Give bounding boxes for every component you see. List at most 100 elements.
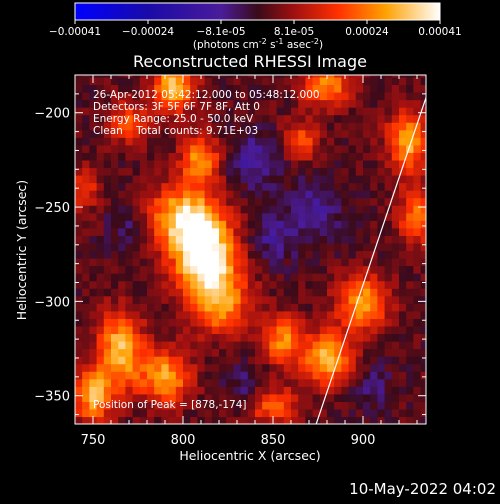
heatmap-cell bbox=[82, 235, 90, 244]
heatmap-cell bbox=[226, 250, 234, 259]
heatmap-cell bbox=[190, 91, 198, 101]
heatmap-cell bbox=[406, 325, 414, 335]
heatmap-cell bbox=[168, 408, 177, 418]
heatmap-cell bbox=[118, 371, 126, 380]
heatmap-cell bbox=[139, 356, 148, 365]
heatmap-cell bbox=[255, 325, 263, 335]
heatmap-cell bbox=[96, 378, 105, 387]
heatmap-cell bbox=[255, 310, 263, 319]
heatmap-cell bbox=[247, 174, 256, 184]
heatmap-cell bbox=[204, 107, 213, 116]
heatmap-cell bbox=[161, 235, 170, 244]
heatmap-cell bbox=[161, 371, 170, 380]
heatmap-cell bbox=[240, 76, 249, 86]
heatmap-cell bbox=[298, 363, 306, 372]
heatmap-cell bbox=[204, 76, 213, 86]
heatmap-cell bbox=[132, 152, 141, 161]
heatmap-cell bbox=[327, 310, 335, 319]
heatmap-cell bbox=[147, 114, 155, 123]
heatmap-cell bbox=[132, 356, 141, 365]
heatmap-cell bbox=[183, 220, 191, 229]
heatmap-cell bbox=[111, 265, 119, 274]
heatmap-cell bbox=[132, 257, 141, 267]
heatmap-cell bbox=[75, 265, 83, 274]
heatmap-cell bbox=[183, 174, 191, 184]
heatmap-cell bbox=[82, 84, 90, 93]
heatmap-cell bbox=[355, 242, 364, 252]
heatmap-cell bbox=[118, 91, 126, 101]
heatmap-cell bbox=[255, 416, 263, 424]
heatmap-cell bbox=[283, 333, 292, 342]
heatmap-cell bbox=[211, 393, 220, 402]
heatmap-cell bbox=[147, 152, 155, 161]
heatmap-cell bbox=[103, 348, 112, 357]
x-axis-label: Heliocentric X (arcsec) bbox=[179, 448, 320, 463]
heatmap-cell bbox=[341, 363, 350, 372]
heatmap-cell bbox=[125, 280, 134, 289]
heatmap-cell bbox=[154, 75, 162, 78]
heatmap-cell bbox=[334, 280, 342, 289]
heatmap-cell bbox=[147, 356, 155, 365]
heatmap-cell bbox=[334, 190, 342, 199]
heatmap-cell bbox=[175, 325, 184, 335]
heatmap-cell bbox=[363, 235, 371, 244]
heatmap-cell bbox=[96, 129, 105, 138]
heatmap-cell bbox=[125, 76, 134, 86]
heatmap-cell bbox=[89, 288, 98, 297]
heatmap-cell bbox=[147, 371, 155, 380]
heatmap-cell bbox=[413, 144, 422, 153]
heatmap-cell bbox=[211, 75, 220, 78]
heatmap-cell bbox=[175, 91, 184, 101]
heatmap-cell bbox=[154, 280, 162, 289]
heatmap-cell bbox=[255, 363, 263, 372]
heatmap-cell bbox=[334, 250, 342, 259]
heatmap-cell bbox=[413, 371, 422, 380]
heatmap-cell bbox=[139, 378, 148, 387]
heatmap-cell bbox=[111, 408, 119, 418]
heatmap-cell bbox=[370, 242, 378, 252]
heatmap-cell bbox=[226, 212, 234, 221]
heatmap-cell bbox=[197, 235, 206, 244]
heatmap-cell bbox=[276, 235, 285, 244]
heatmap-cell bbox=[226, 310, 234, 319]
heatmap-cell bbox=[341, 393, 350, 402]
x-axis-ticks: 750 800 850 900 bbox=[74, 75, 418, 448]
heatmap-cell bbox=[226, 167, 234, 176]
heatmap-cell bbox=[190, 167, 198, 176]
heatmap-cell bbox=[391, 371, 400, 380]
heatmap-cell bbox=[226, 356, 234, 365]
heatmap-cell bbox=[219, 393, 227, 402]
heatmap-cell bbox=[154, 318, 162, 327]
heatmap-cell bbox=[348, 76, 357, 86]
heatmap-cell bbox=[240, 212, 249, 221]
heatmap-cell bbox=[291, 356, 299, 365]
heatmap-cell bbox=[111, 295, 119, 304]
heatmap-cell bbox=[327, 295, 335, 304]
heatmap-cell bbox=[82, 333, 90, 342]
heatmap-cell bbox=[75, 310, 83, 319]
heatmap-cell bbox=[118, 325, 126, 335]
heatmap-cell bbox=[348, 129, 357, 138]
heatmap-cell bbox=[233, 190, 242, 199]
heatmap-cell bbox=[420, 303, 426, 312]
heatmap-cell bbox=[255, 265, 263, 274]
heatmap-cell bbox=[118, 265, 126, 274]
heatmap-cell bbox=[291, 75, 299, 78]
heatmap-cell bbox=[327, 273, 335, 282]
heatmap-cell bbox=[147, 137, 155, 146]
heatmap-cell bbox=[312, 378, 321, 387]
annotation-counts: Clean Total counts: 9.71E+03 bbox=[93, 125, 258, 137]
heatmap-cell bbox=[348, 212, 357, 221]
heatmap-cell bbox=[363, 84, 371, 93]
heatmap-cell bbox=[255, 273, 263, 282]
heatmap-cell bbox=[219, 265, 227, 274]
heatmap-cell bbox=[204, 386, 213, 395]
heatmap-cell bbox=[413, 333, 422, 342]
heatmap-cell bbox=[175, 340, 184, 350]
heatmap-cell bbox=[147, 227, 155, 236]
heatmap-cell bbox=[406, 401, 414, 410]
heatmap-cell bbox=[103, 152, 112, 161]
heatmap-cell bbox=[298, 75, 306, 78]
colorbar-tick-label: −0.00041 bbox=[49, 26, 101, 38]
heatmap-cell bbox=[355, 363, 364, 372]
